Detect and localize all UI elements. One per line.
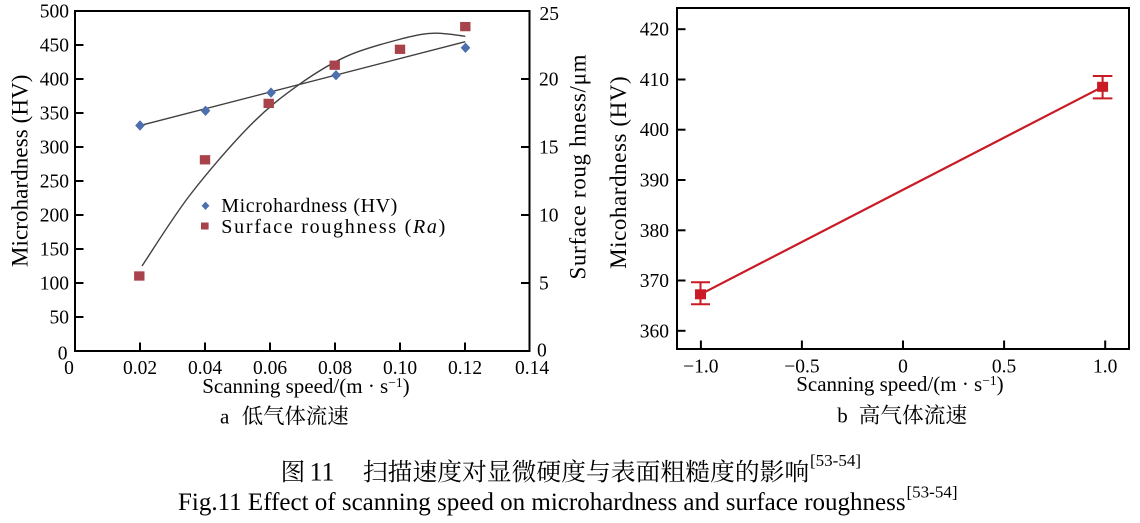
svg-text:20: 20 (539, 70, 559, 91)
svg-text:0.14: 0.14 (515, 358, 549, 379)
svg-text:0: 0 (58, 344, 68, 365)
svg-text:390: 390 (640, 170, 669, 191)
svg-text:0.08: 0.08 (318, 358, 352, 379)
svg-text:15: 15 (539, 138, 559, 159)
svg-text:420: 420 (640, 20, 669, 41)
svg-text:500: 500 (40, 2, 69, 23)
svg-text:0.04: 0.04 (188, 358, 222, 379)
svg-text:410: 410 (640, 70, 669, 91)
svg-text:370: 370 (640, 271, 669, 292)
svg-text:350: 350 (40, 104, 69, 125)
svg-text:Scanning speed/(m · s−1): Scanning speed/(m · s−1) (796, 372, 1003, 396)
svg-text:0.02: 0.02 (123, 358, 157, 379)
svg-text:Surface roug hness/μm: Surface roug hness/μm (566, 54, 591, 279)
svg-text:a: a (220, 404, 230, 428)
svg-text:[53-54]: [53-54] (907, 483, 958, 502)
svg-text:Fig.11 Effect of scanning spee: Fig.11 Effect of scanning speed on micro… (178, 489, 906, 516)
svg-text:0.12: 0.12 (448, 358, 482, 379)
svg-text:11: 11 (310, 458, 335, 487)
svg-text:Surface roughness (Ra): Surface roughness (Ra) (221, 216, 445, 238)
svg-text:−0.5: −0.5 (784, 357, 819, 378)
svg-text:0: 0 (537, 341, 547, 362)
svg-text:300: 300 (40, 138, 69, 159)
svg-text:250: 250 (40, 172, 69, 193)
svg-text:360: 360 (640, 321, 669, 342)
svg-text:150: 150 (40, 240, 69, 261)
svg-text:0: 0 (64, 358, 74, 379)
svg-text:380: 380 (640, 221, 669, 242)
svg-text:200: 200 (40, 206, 69, 227)
svg-text:25: 25 (540, 4, 560, 25)
svg-text:450: 450 (40, 36, 69, 57)
svg-text:0.5: 0.5 (992, 357, 1016, 378)
svg-text:b: b (837, 404, 848, 428)
svg-text:0.10: 0.10 (383, 358, 417, 379)
svg-text:5: 5 (539, 274, 549, 295)
svg-text:0.06: 0.06 (253, 358, 287, 379)
svg-text:400: 400 (640, 120, 669, 141)
svg-text:[53-54]: [53-54] (810, 451, 861, 470)
svg-text:1.0: 1.0 (1093, 357, 1117, 378)
svg-text:0: 0 (898, 357, 908, 378)
svg-text:Micohardness (HV): Micohardness (HV) (606, 76, 631, 269)
svg-text:Microhardness (HV): Microhardness (HV) (8, 75, 33, 267)
svg-text:50: 50 (50, 308, 70, 329)
svg-text:10: 10 (539, 206, 559, 227)
svg-text:−1.0: −1.0 (683, 357, 718, 378)
svg-text:Scanning speed/(m · s−1): Scanning speed/(m · s−1) (202, 374, 409, 398)
svg-text:400: 400 (40, 70, 69, 91)
svg-text:Microhardness (HV): Microhardness (HV) (221, 195, 397, 217)
svg-text:100: 100 (40, 274, 69, 295)
